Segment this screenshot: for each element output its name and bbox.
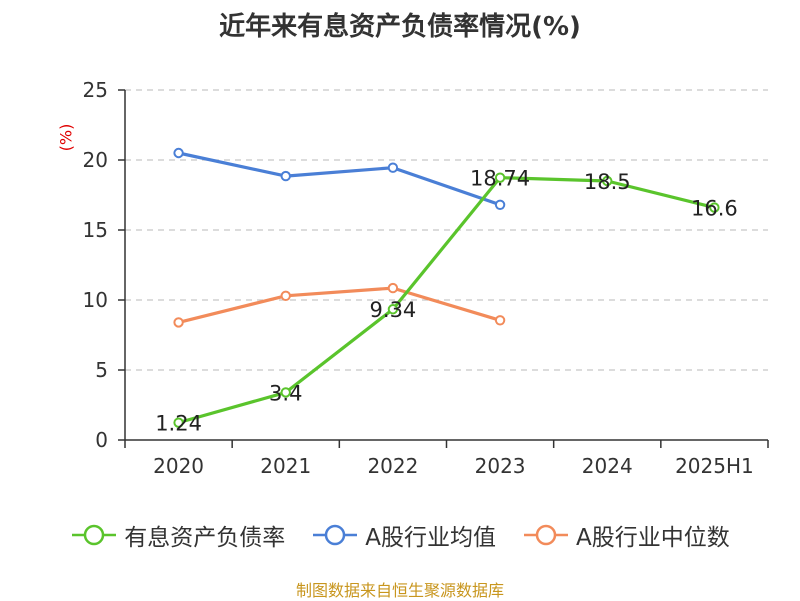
legend-swatch-icon bbox=[313, 524, 358, 546]
legend-item: A股行业均值 bbox=[311, 518, 496, 552]
y-tick-label: 5 bbox=[95, 358, 108, 382]
x-tick-label: 2024 bbox=[582, 454, 633, 478]
data-point bbox=[173, 317, 184, 328]
data-point bbox=[709, 202, 720, 213]
gridlines bbox=[125, 89, 768, 371]
chart-title: 近年来有息资产负债率情况(%) bbox=[219, 12, 581, 42]
data-label: 16.6 bbox=[691, 197, 738, 221]
y-tick-label: 15 bbox=[83, 218, 108, 242]
legend-label: A股行业均值 bbox=[365, 525, 496, 551]
data-point bbox=[173, 147, 184, 159]
series-line bbox=[176, 151, 502, 207]
data-point bbox=[387, 304, 399, 315]
y-tick-label: 0 bbox=[95, 428, 108, 452]
legend-item: 有息资产负债率 bbox=[70, 518, 285, 552]
y-tick-label: 10 bbox=[83, 288, 108, 312]
x-tick-label: 2023 bbox=[475, 454, 526, 478]
series-lines bbox=[173, 147, 720, 428]
data-point bbox=[280, 387, 291, 398]
data-point bbox=[387, 162, 399, 173]
x-tick-label: 2021 bbox=[260, 454, 311, 478]
series-line bbox=[176, 176, 717, 425]
legend-item: A股行业中位数 bbox=[522, 518, 730, 552]
data-point bbox=[602, 175, 613, 187]
y-tick-label: 25 bbox=[83, 78, 108, 102]
legend: 有息资产负债率 A股行业均值 A股行业中位数 bbox=[0, 518, 800, 552]
axes: 0 5 10 15 20 25 2020 2021 2022 2023 2024 2025H1 bbox=[83, 78, 769, 478]
x-tick-label: 2025H1 bbox=[675, 454, 754, 478]
data-point bbox=[494, 315, 506, 326]
data-point bbox=[494, 199, 506, 211]
series-line bbox=[176, 286, 502, 324]
data-label: 3.4 bbox=[269, 381, 302, 405]
data-point bbox=[173, 417, 184, 428]
data-label: 18.5 bbox=[584, 170, 631, 194]
data-point bbox=[280, 290, 291, 301]
data-label: 1.24 bbox=[155, 412, 202, 436]
data-label: 9.34 bbox=[370, 298, 417, 322]
x-tick-label: 2020 bbox=[153, 454, 204, 478]
legend-swatch-icon bbox=[72, 524, 117, 546]
legend-swatch-icon bbox=[524, 524, 568, 546]
y-tick-label: 20 bbox=[83, 148, 108, 172]
legend-label: 有息资产负债率 bbox=[124, 525, 286, 551]
data-point bbox=[494, 172, 506, 183]
data-point bbox=[280, 170, 291, 182]
source-note: 制图数据来自恒生聚源数据库 bbox=[295, 581, 504, 600]
data-labels: 1.24 3.4 9.34 18.74 18.5 16.6 bbox=[155, 167, 738, 436]
data-point bbox=[387, 282, 399, 294]
legend-label: A股行业中位数 bbox=[576, 525, 730, 551]
data-label: 18.74 bbox=[470, 167, 530, 191]
x-tick-label: 2022 bbox=[367, 454, 418, 478]
